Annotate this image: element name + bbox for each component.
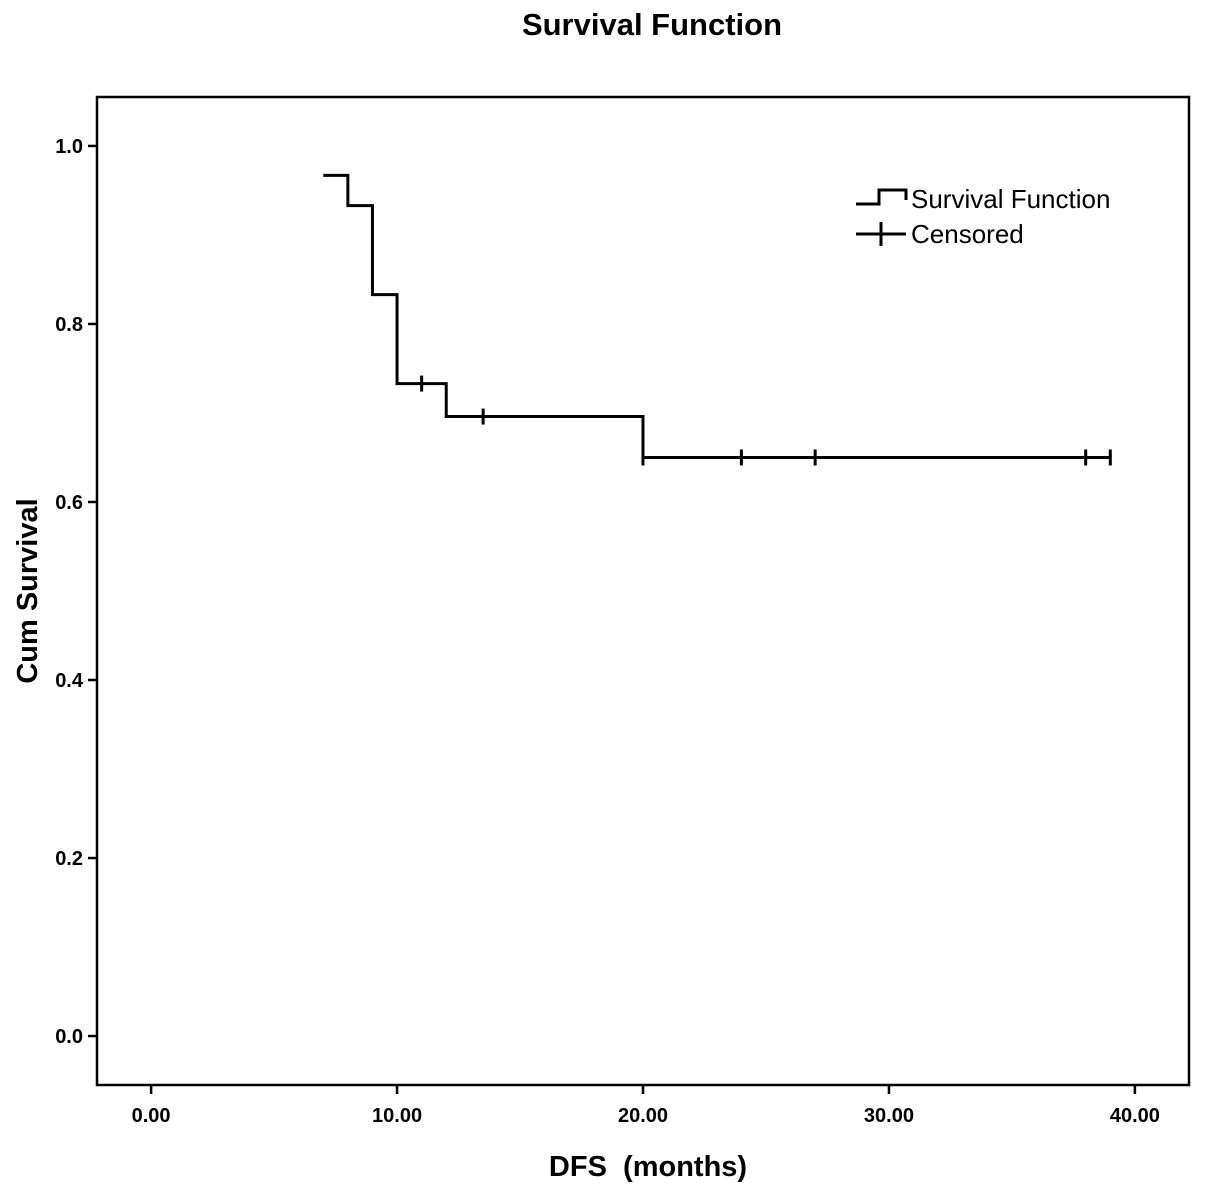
y-tick-label: 0.6 [55, 492, 83, 514]
legend-censored-icon [856, 222, 906, 246]
censored-markers [420, 375, 1112, 466]
x-tick-label: 30.00 [864, 1105, 914, 1127]
legend-censored-label: Censored [911, 219, 1024, 249]
x-tick-label: 40.00 [1110, 1105, 1160, 1127]
y-tick-label: 0.2 [55, 848, 83, 870]
x-tick-label: 10.00 [372, 1105, 422, 1127]
chart-title: Survival Function [522, 7, 782, 42]
x-axis: 0.00 10.00 20.00 30.00 40.00 [132, 1085, 1160, 1127]
survival-function-line [323, 173, 1111, 459]
y-tick-label: 0.4 [55, 670, 84, 692]
legend-survival-icon [856, 188, 908, 206]
legend-survival-label: Survival Function [911, 184, 1110, 214]
x-axis-label: DFS (months) [549, 1151, 747, 1183]
x-tick-label: 0.00 [132, 1105, 171, 1127]
y-tick-label: 0.0 [55, 1026, 83, 1048]
y-axis: 0.0 0.2 0.4 0.6 0.8 1.0 [55, 136, 97, 1048]
x-tick-label: 20.00 [618, 1105, 668, 1127]
y-axis-label: Cum Survival [12, 498, 44, 683]
y-tick-label: 1.0 [55, 136, 83, 158]
plot-frame [95, 95, 1191, 1087]
legend: Survival Function Censored [856, 184, 1110, 249]
y-tick-label: 0.8 [55, 314, 83, 336]
